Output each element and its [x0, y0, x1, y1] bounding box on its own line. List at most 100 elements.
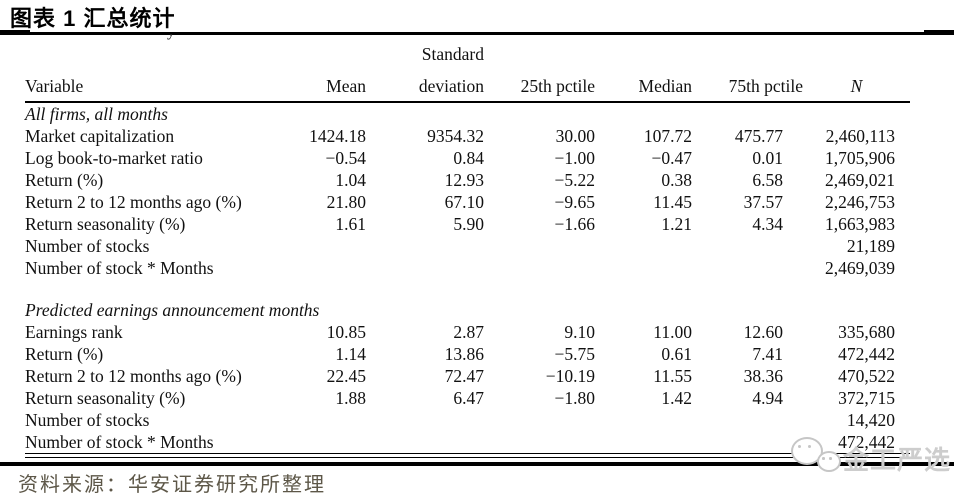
bubble-eye-icon: [808, 445, 811, 448]
row-value: 2,469,039: [825, 258, 895, 278]
section-title-row: Predicted earnings announcement months: [25, 279, 910, 321]
row-value: [366, 431, 484, 453]
row-value: [277, 235, 366, 257]
row-value: [484, 235, 595, 257]
row-value: −0.54: [325, 148, 367, 168]
source-note: 资料来源：华安证券研究所整理: [18, 474, 326, 496]
row-value: 6.58: [752, 170, 783, 190]
bubble-eye-icon: [798, 445, 801, 448]
row-value: 4.34: [752, 214, 783, 234]
title-underline-cap-left: [0, 30, 30, 35]
row-value: [484, 257, 595, 279]
row-value: 10.85: [326, 322, 366, 342]
cropped-glyph: y: [167, 34, 181, 41]
row-value: 14,420: [846, 410, 895, 430]
watermark-text: 金工严选: [843, 445, 952, 475]
row-value: 5.90: [453, 214, 484, 234]
row-value: 2,460,113: [825, 126, 895, 146]
row-value: 1,663,983: [825, 214, 895, 234]
wechat-chat-bubble-large-icon: [791, 437, 823, 465]
header-mean: Mean: [277, 65, 366, 103]
row-label: Number of stocks: [25, 410, 150, 430]
table-row: Number of stocks 21,189: [25, 235, 910, 257]
row-value: [366, 235, 484, 257]
table-row: Return (%) 1.04 12.93 −5.22 0.38 6.58 2,469,02…: [25, 169, 910, 191]
row-value: 472,442: [838, 432, 895, 452]
table-row: Return (%) 1.14 13.86 −5.75 0.61 7.41 472,442: [25, 343, 910, 365]
row-value: [484, 431, 595, 453]
row-value: 1.88: [335, 388, 366, 408]
section-title: Predicted earnings announcement months: [25, 300, 320, 320]
row-label: Number of stocks: [25, 236, 150, 256]
row-value: −10.19: [545, 366, 595, 386]
row-value: 13.86: [444, 344, 484, 364]
row-value: 475.77: [734, 126, 783, 146]
table-row: Market capitalization 1424.18 9354.32 30.00…: [25, 125, 910, 147]
header-row-lower: Variable Mean deviation 25th pctile Medi…: [25, 65, 910, 103]
bubble-eye-icon: [829, 457, 832, 460]
row-value: 21,189: [846, 236, 895, 256]
row-value: 1424.18: [309, 126, 366, 146]
row-value: [484, 409, 595, 431]
row-label: Return 2 to 12 months ago (%): [25, 192, 242, 212]
row-value: 470,522: [838, 366, 895, 386]
row-value: 37.57: [743, 192, 783, 212]
wechat-chat-bubble-small-icon: [817, 451, 841, 472]
row-value: 1.14: [335, 344, 366, 364]
row-value: 9354.32: [427, 126, 484, 146]
cropped-glyph-artifact: y: [167, 34, 181, 44]
row-value: 372,715: [838, 388, 895, 408]
table-row: Return 2 to 12 months ago (%) 22.45 72.47 −…: [25, 365, 910, 387]
table-header: Standard Variable Mean deviation 25th pc…: [25, 44, 910, 103]
row-value: [595, 409, 692, 431]
row-value: 12.93: [444, 170, 484, 190]
table-row: Number of stock * Months 472,442: [25, 431, 910, 453]
row-label: Number of stock * Months: [25, 432, 214, 452]
bubble-eye-icon: [822, 457, 825, 460]
row-value: −9.65: [554, 192, 596, 212]
row-value: [595, 431, 692, 453]
row-value: 0.38: [661, 170, 692, 190]
row-value: 107.72: [643, 126, 692, 146]
table-row: Earnings rank 10.85 2.87 9.10 11.00 12.60 335,…: [25, 321, 910, 343]
row-label: Earnings rank: [25, 322, 123, 342]
row-value: 21.80: [326, 192, 366, 212]
row-value: 11.45: [653, 192, 692, 212]
section-title-row: All firms, all months: [25, 102, 910, 125]
row-value: [692, 431, 803, 453]
row-value: 1.21: [661, 214, 692, 234]
row-value: [366, 409, 484, 431]
row-label: Market capitalization: [25, 126, 175, 146]
row-value: 0.01: [752, 148, 783, 168]
header-25th-pctile: 25th pctile: [484, 65, 595, 103]
row-value: 2,469,021: [825, 170, 895, 190]
row-value: 11.00: [653, 322, 692, 342]
header-median: Median: [595, 65, 692, 103]
row-label: Return 2 to 12 months ago (%): [25, 366, 242, 386]
table-row: Return 2 to 12 months ago (%) 21.80 67.10 −…: [25, 191, 910, 213]
row-value: 67.10: [444, 192, 484, 212]
table-bottom-double-rule-bottom: [25, 457, 910, 458]
row-value: 0.61: [661, 344, 692, 364]
row-label: Number of stock * Months: [25, 258, 214, 278]
row-value: −0.47: [651, 148, 693, 168]
header-variable: Variable: [25, 65, 277, 103]
row-label: Log book-to-market ratio: [25, 148, 203, 168]
row-value: 335,680: [838, 322, 895, 342]
row-value: 72.47: [444, 366, 484, 386]
watermark: 金工严选: [788, 434, 954, 476]
table-row: Log book-to-market ratio −0.54 0.84 −1.00 −0…: [25, 147, 910, 169]
figure-bottom-rule: [0, 462, 954, 466]
table-row: Number of stock * Months 2,469,039: [25, 257, 910, 279]
row-label: Return seasonality (%): [25, 214, 186, 234]
summary-statistics-table: Standard Variable Mean deviation 25th pc…: [25, 44, 910, 453]
row-value: −5.22: [554, 170, 596, 190]
row-value: 1.42: [661, 388, 692, 408]
row-value: 30.00: [555, 126, 595, 146]
row-label: Return seasonality (%): [25, 388, 186, 408]
table-body: All firms, all months Market capitalizati…: [25, 102, 910, 453]
row-value: [277, 257, 366, 279]
title-underline-rule: [0, 32, 954, 35]
row-value: 9.10: [564, 322, 595, 342]
table-row: Number of stocks 14,420: [25, 409, 910, 431]
